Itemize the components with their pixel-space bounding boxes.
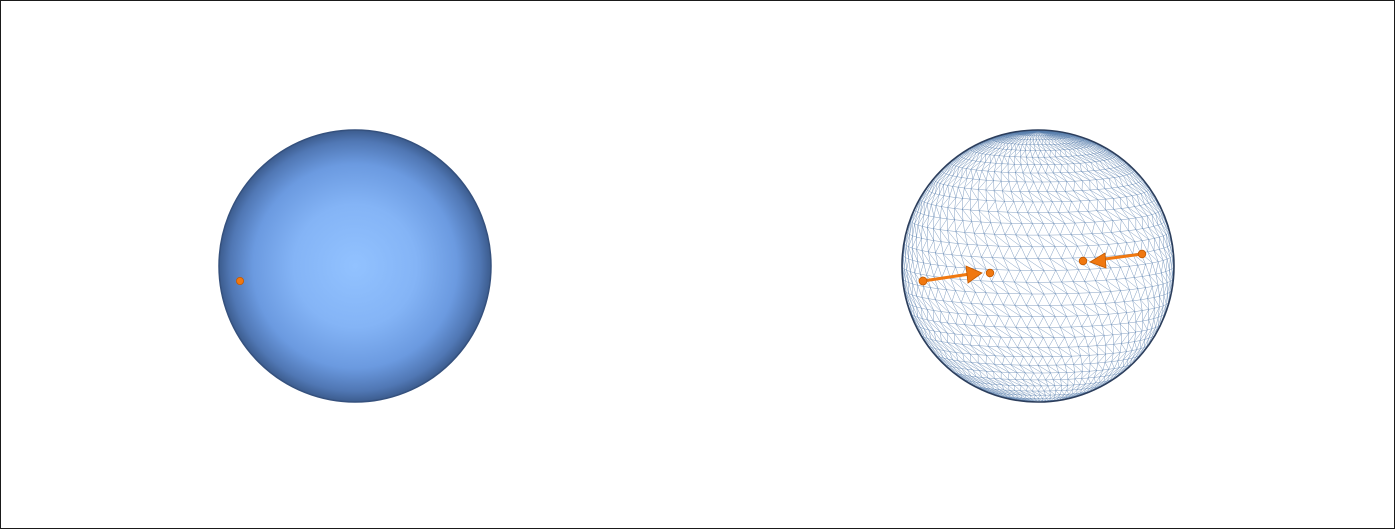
- solid-sphere: [218, 129, 492, 403]
- right-arrow: [1078, 249, 1147, 269]
- left-arrow-tip-point: [985, 268, 995, 278]
- solid-sphere-panel: [1, 1, 698, 528]
- wireframe-sphere-outline: [901, 129, 1175, 403]
- left-arrow-head: [965, 265, 983, 284]
- right-arrow-tail-point: [1137, 249, 1147, 259]
- right-arrow-head: [1089, 252, 1107, 269]
- solid-sphere-svg: [218, 129, 492, 403]
- left-arrow: [918, 265, 995, 286]
- right-arrow-shaft: [1103, 252, 1144, 261]
- right-arrow-tip-point: [1078, 256, 1088, 266]
- orange-point-marker: [235, 276, 244, 285]
- wireframe-sphere-panel: [698, 1, 1394, 528]
- wireframe-sphere-svg: [901, 129, 1175, 403]
- left-arrow-shaft: [921, 272, 972, 283]
- left-arrow-tail-point: [918, 276, 928, 286]
